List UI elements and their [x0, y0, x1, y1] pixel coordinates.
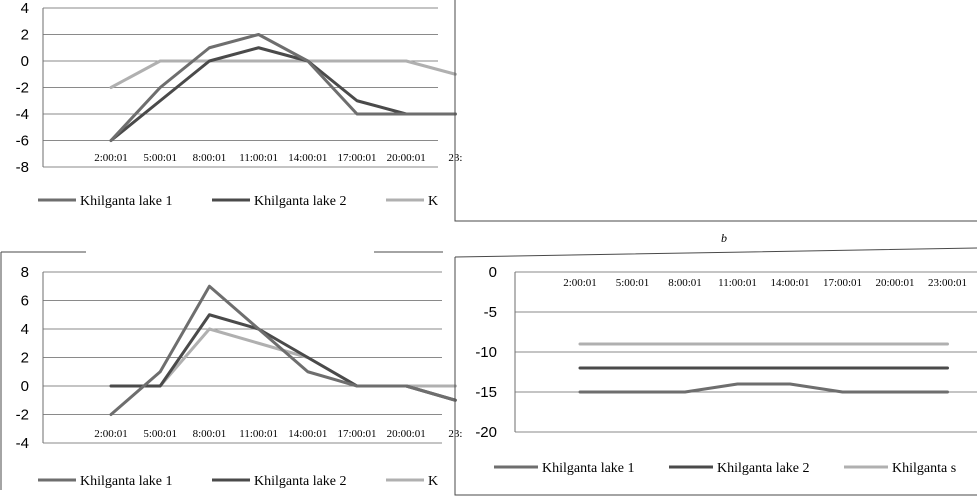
series-line-1	[109, 33, 457, 142]
x-tick-label: 20:00:01	[387, 428, 426, 440]
x-tick-label: 23:00:01	[928, 277, 967, 289]
y-tick-label: -8	[16, 159, 29, 176]
y-tick-label: 4	[21, 321, 29, 338]
y-tick-label: -2	[16, 80, 29, 97]
legend-entry-1: Khilganta lake 1	[542, 461, 635, 476]
x-tick-label: 20:00:01	[875, 277, 914, 289]
legend-entry-2: Khilganta lake 2	[254, 474, 347, 489]
x-tick-label: 20:00:01	[387, 152, 426, 164]
y-tick-label: -5	[484, 304, 497, 321]
x-tick-label: 5:00:01	[143, 428, 177, 440]
legend-entry-1: Khilganta lake 1	[80, 474, 173, 489]
x-tick-label: 2:00:01	[563, 277, 597, 289]
y-tick-label: -2	[16, 407, 29, 424]
x-tick-label: 5:00:01	[143, 152, 177, 164]
x-tick-label: 5:00:01	[616, 277, 650, 289]
x-tick-label: 14:00:01	[288, 152, 327, 164]
panel-frame	[0, 251, 443, 490]
panel-label: b	[721, 231, 727, 245]
x-tick-label: 17:00:01	[337, 428, 376, 440]
y-tick-label: 0	[21, 53, 29, 70]
x-tick-label: 8:00:01	[668, 277, 702, 289]
x-tick-label: 17:00:01	[337, 152, 376, 164]
x-tick-label: 8:00:01	[193, 152, 227, 164]
series-line-1	[578, 382, 949, 394]
x-tick-label: 17:00:01	[823, 277, 862, 289]
y-tick-label: 0	[21, 378, 29, 395]
chart-panel-bottom-right: 0 -5 -10 -15 -20 2:00:01 5:00:01 8:00:01 11:00:0…	[454, 247, 977, 496]
y-tick-label: 4	[21, 0, 29, 17]
x-tick-label: 14:00:01	[770, 277, 809, 289]
x-tick-label: 8:00:01	[193, 428, 227, 440]
panel-frame	[454, 0, 977, 222]
x-tick-label: 2:00:01	[94, 152, 128, 164]
y-tick-label: 0	[489, 264, 497, 281]
x-tick-label: 14:00:01	[288, 428, 327, 440]
chart-panel-bottom-left: 8 6 4 2 0 -2 -4 2:00:01 5:00:01 8:00:01 11:00:01 14…	[0, 251, 462, 490]
x-tick-label: 11:00:01	[239, 428, 278, 440]
y-tick-label: -6	[16, 133, 29, 150]
y-tick-label: 2	[21, 350, 29, 367]
legend-entry-3: K	[428, 474, 438, 489]
x-tick-label: 11:00:01	[239, 152, 278, 164]
legend-entry-2: Khilganta lake 2	[717, 461, 810, 476]
panel-frame	[454, 247, 977, 496]
chart-panel-top-right: b	[454, 0, 977, 245]
series-line-1	[109, 284, 457, 416]
legend-entry-1: Khilganta lake 1	[80, 194, 173, 209]
series-line-3	[109, 59, 457, 89]
series-line-2	[109, 46, 457, 142]
legend-entry-3: Khilganta s	[892, 461, 956, 476]
legend-entry-2: Khilganta lake 2	[254, 194, 347, 209]
legend-entry-3: K	[428, 194, 438, 209]
x-tick-label: 2:00:01	[94, 428, 128, 440]
y-tick-label: -15	[475, 384, 497, 401]
x-tick-label: 11:00:01	[718, 277, 757, 289]
chart-panel-top-left: 4 2 0 -2 -4 -6 -8 2:00:01 5:00:01 8:00:01 11:00:01…	[16, 0, 463, 209]
y-tick-label: 8	[21, 264, 29, 281]
y-tick-label: -20	[475, 424, 497, 441]
y-tick-label: -4	[16, 106, 29, 123]
y-tick-label: 2	[21, 27, 29, 44]
y-tick-label: -4	[16, 435, 29, 452]
y-tick-label: 6	[21, 293, 29, 310]
y-tick-label: -10	[475, 344, 497, 361]
